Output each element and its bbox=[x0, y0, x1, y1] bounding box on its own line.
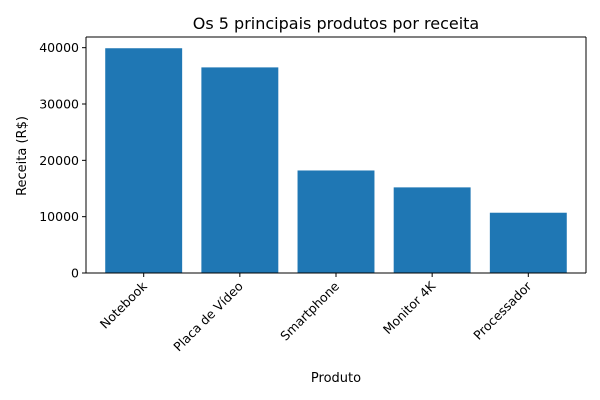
bar-3 bbox=[393, 187, 471, 273]
bar-0 bbox=[105, 48, 183, 273]
y-tick-label-0: 0 bbox=[71, 266, 79, 281]
x-axis-label: Produto bbox=[311, 371, 361, 386]
y-tick-label-1: 10000 bbox=[39, 209, 79, 224]
bar-4 bbox=[489, 212, 567, 273]
bar-1 bbox=[201, 67, 279, 273]
x-tick-label-4: Processador bbox=[470, 278, 535, 343]
x-axis-ticks: Notebook Placa de Vídeo Smartphone Monitor … bbox=[97, 273, 535, 354]
y-tick-label-4: 40000 bbox=[39, 40, 79, 55]
x-tick-label-1: Placa de Vídeo bbox=[170, 279, 246, 355]
y-axis-label: Receita (R$) bbox=[15, 116, 30, 196]
axes-frame bbox=[85, 36, 587, 274]
bar-2 bbox=[297, 170, 375, 273]
bars-group bbox=[105, 48, 567, 273]
chart-title: Os 5 principais produtos por receita bbox=[193, 14, 479, 33]
x-tick-label-2: Smartphone bbox=[277, 278, 342, 343]
x-tick-label-3: Monitor 4K bbox=[380, 278, 439, 337]
y-axis-ticks: 0 10000 20000 30000 40000 bbox=[39, 40, 86, 281]
y-tick-label-3: 30000 bbox=[39, 97, 79, 112]
x-tick-label-0: Notebook bbox=[97, 278, 151, 332]
y-tick-label-2: 20000 bbox=[39, 153, 79, 168]
